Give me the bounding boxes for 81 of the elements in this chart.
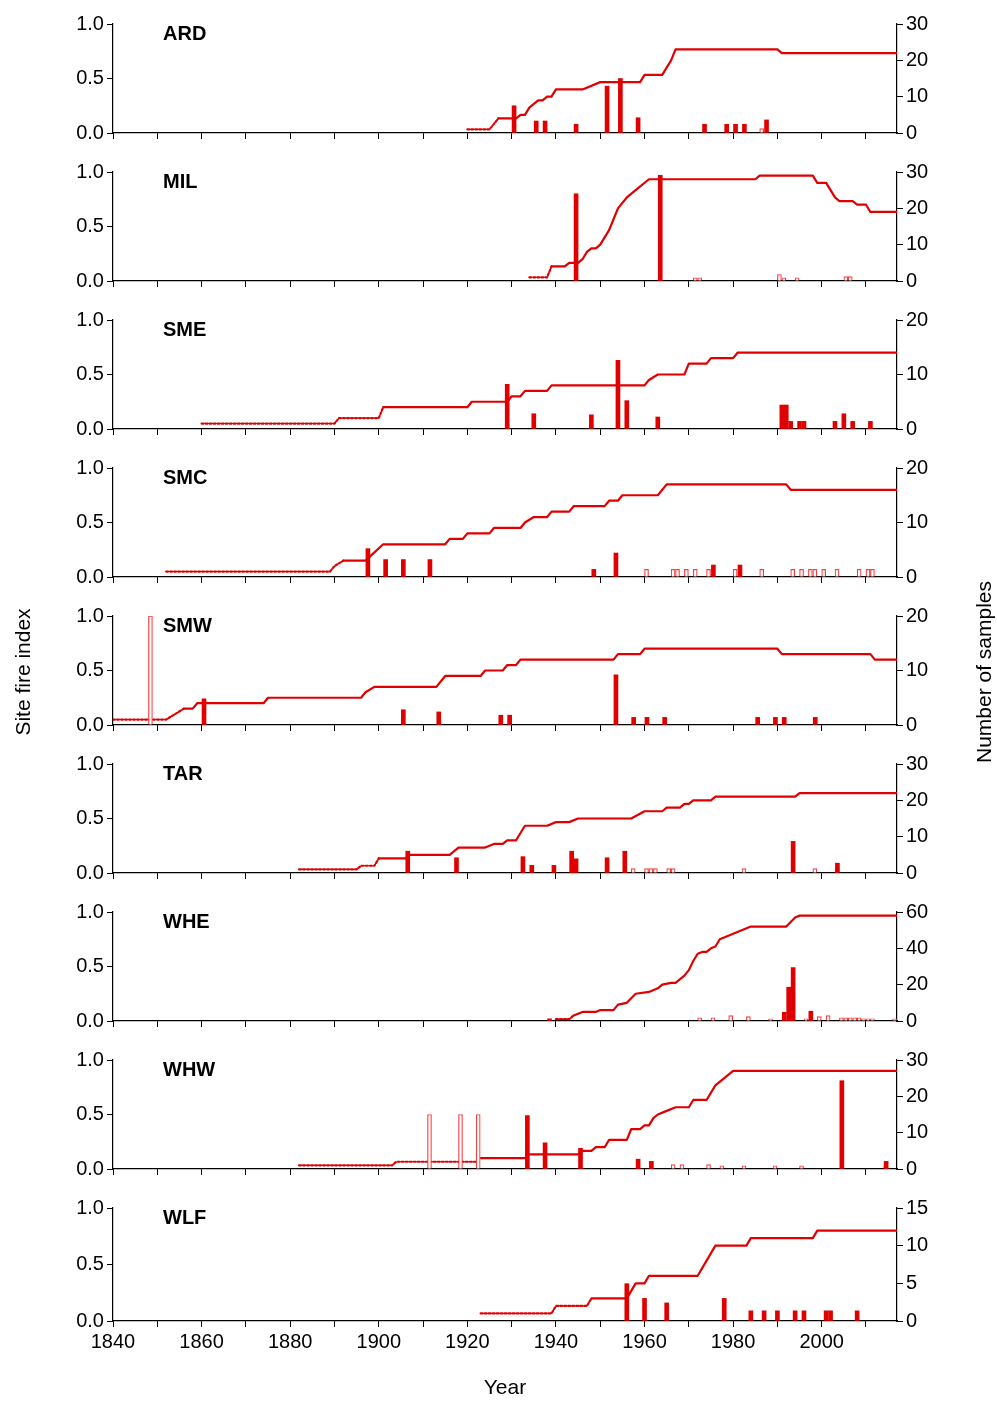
chart-title: WHE [163, 909, 210, 932]
x-tick-label: 1980 [710, 1329, 756, 1352]
chart-title: WLF [163, 1205, 207, 1228]
x-tick-label: 1960 [622, 1329, 667, 1352]
y2-tick-label: 20 [906, 47, 929, 70]
x-tick-label: 2000 [799, 1329, 844, 1352]
y2-tick-label: 0 [906, 712, 918, 735]
y-tick-label: 0.0 [76, 120, 104, 143]
y2-tick-label: 0 [906, 1008, 918, 1031]
chart-title: SME [163, 317, 207, 340]
y2-tick-label: 20 [906, 603, 929, 626]
y-tick-label: 0.0 [76, 1308, 104, 1331]
y-tick-label: 0.5 [76, 1102, 104, 1125]
chart-title: TAR [163, 761, 204, 784]
chart-title: WHW [163, 1057, 216, 1080]
y-tick-label: 0.0 [76, 1008, 104, 1031]
y-tick-label: 1.0 [76, 455, 104, 478]
y-tick-label: 1.0 [76, 307, 104, 330]
x-tick-label: 1920 [445, 1329, 490, 1352]
y2-axis-title: Number of samples [972, 580, 996, 764]
y-tick-label: 0.5 [76, 66, 104, 89]
y-tick-label: 0.5 [76, 1252, 104, 1275]
y2-tick-label: 20 [906, 195, 929, 218]
y2-tick-label: 30 [906, 1047, 929, 1070]
chart-title: ARD [163, 21, 207, 44]
chart-title: SMW [163, 613, 212, 636]
y2-tick-label: 20 [906, 307, 929, 330]
y-tick-label: 0.0 [76, 712, 104, 735]
y2-tick-label: 30 [906, 751, 929, 774]
y2-tick-label: 10 [906, 84, 929, 107]
y-tick-label: 0.0 [76, 564, 104, 587]
y2-tick-label: 20 [906, 1083, 929, 1106]
y-tick-label: 1.0 [76, 603, 104, 626]
y2-tick-label: 20 [906, 787, 929, 810]
x-tick-label: 1840 [90, 1329, 136, 1352]
y-tick-label: 1.0 [76, 751, 104, 774]
y2-tick-label: 30 [906, 11, 929, 34]
y-tick-label: 1.0 [76, 11, 104, 34]
y2-tick-label: 10 [906, 362, 929, 385]
y2-tick-label: 15 [906, 1195, 929, 1218]
y2-tick-label: 0 [906, 1156, 918, 1179]
y-tick-label: 0.5 [76, 954, 104, 977]
y-tick-label: 1.0 [76, 159, 104, 182]
y-tick-label: 0.0 [76, 268, 104, 291]
y-tick-label: 1.0 [76, 1195, 104, 1218]
y2-tick-label: 40 [906, 935, 929, 958]
y2-tick-label: 60 [906, 899, 929, 922]
y2-tick-label: 0 [906, 564, 918, 587]
y2-tick-label: 0 [906, 1308, 918, 1331]
y2-tick-label: 20 [906, 972, 929, 995]
chart-title: MIL [163, 169, 198, 192]
y2-tick-label: 30 [906, 159, 929, 182]
x-tick-label: 1900 [356, 1329, 402, 1352]
y2-tick-label: 10 [906, 658, 929, 681]
x-tick-label: 1940 [533, 1329, 579, 1352]
y2-tick-label: 0 [906, 416, 918, 439]
y-tick-label: 0.5 [76, 510, 104, 533]
y-tick-label: 1.0 [76, 1047, 104, 1070]
y2-tick-label: 0 [906, 860, 918, 883]
y2-tick-label: 10 [906, 232, 929, 255]
y-tick-label: 0.0 [76, 416, 104, 439]
x-axis-title: Year [483, 1375, 527, 1399]
y2-tick-label: 5 [906, 1270, 918, 1293]
y-tick-label: 0.0 [76, 1156, 104, 1179]
y-axis-title: Site fire index [11, 608, 35, 736]
y-tick-label: 0.5 [76, 362, 104, 385]
y-tick-label: 0.5 [76, 214, 104, 237]
y2-tick-label: 10 [906, 824, 929, 847]
x-tick-label: 1860 [179, 1329, 224, 1352]
y2-tick-label: 10 [906, 510, 929, 533]
chart-title: SMC [163, 465, 208, 488]
y2-tick-label: 10 [906, 1120, 929, 1143]
y-tick-label: 1.0 [76, 899, 104, 922]
y-tick-label: 0.0 [76, 860, 104, 883]
y2-tick-label: 0 [906, 120, 918, 143]
y-tick-label: 0.5 [76, 806, 104, 829]
y2-tick-label: 10 [906, 1233, 929, 1256]
y2-tick-label: 20 [906, 455, 929, 478]
y-tick-label: 0.5 [76, 658, 104, 681]
y2-tick-label: 0 [906, 268, 918, 291]
x-tick-label: 1880 [267, 1329, 313, 1352]
